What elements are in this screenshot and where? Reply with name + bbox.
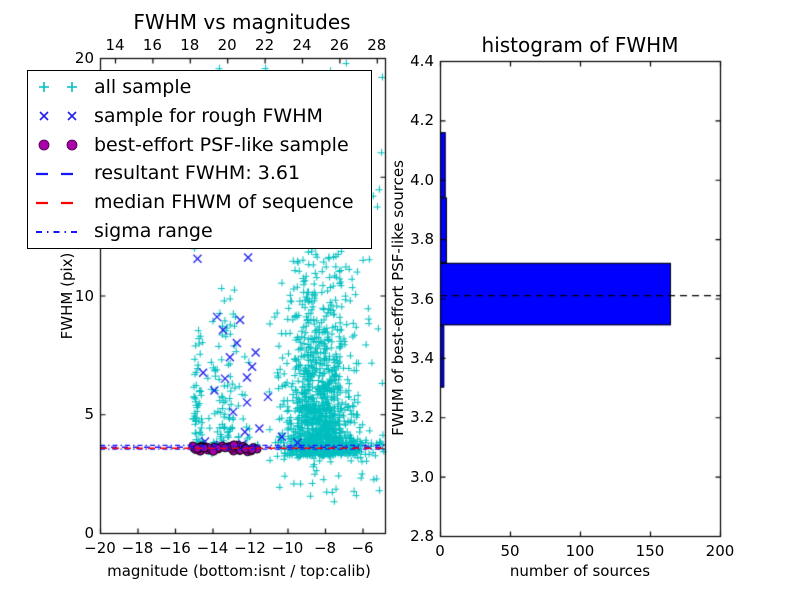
left-plot-top-xtick-label: 18: [180, 36, 200, 54]
legend-label: sample for rough FWHM: [94, 104, 323, 127]
legend-item-resultant-fwhm: resultant FWHM: 3.61: [34, 159, 367, 188]
right-plot-title: histogram of FWHM: [481, 33, 679, 57]
legend-item-all-sample: all sample: [34, 73, 367, 102]
circle-marker-icon: [38, 139, 78, 151]
legend-item-psf-like-sample: best-effort PSF-like sample: [34, 131, 367, 160]
left-plot-xtick-label: −16: [159, 539, 191, 557]
right-plot-ytick-label: 3.2: [410, 408, 434, 427]
left-plot-ytick-label: 10: [74, 286, 94, 305]
left-plot-ytick-label: 5: [84, 405, 94, 424]
right-plot-xlabel: number of sources: [509, 562, 651, 580]
left-plot-xtick-label: −14: [196, 539, 229, 557]
left-plot-top-xtick-label: 28: [367, 36, 387, 54]
left-plot-top-xtick-label: 14: [105, 36, 125, 54]
blue-dashed-line-icon: [36, 172, 80, 175]
red-dashed-line-icon: [36, 201, 80, 204]
left-plot-ytick-label: 20: [74, 49, 94, 67]
legend-item-sigma-range: sigma range: [34, 217, 367, 246]
left-plot-xtick-label: −10: [271, 539, 304, 557]
legend-item-median-fwhm: median FHWM of sequence: [34, 188, 367, 217]
sigma-dashdot-line-icon: [36, 230, 80, 233]
right-plot-ytick-label: 3.0: [410, 467, 434, 486]
right-plot-ytick-label: 4.2: [410, 111, 434, 130]
cross-marker-icon: [39, 111, 77, 121]
right-plot-ytick-label: 4.4: [410, 52, 434, 70]
left-plot-xtick-label: −8: [313, 539, 337, 557]
right-plot-xtick-label: 150: [635, 542, 665, 560]
right-plot-ytick-label: 4.0: [410, 170, 434, 189]
right-plot-ytick-label: 2.8: [410, 527, 434, 545]
left-plot-xtick-label: −20: [84, 539, 116, 557]
left-plot-top-xtick-label: 22: [255, 36, 275, 54]
left-plot-top-xtick-label: 16: [142, 36, 162, 54]
plus-marker-icon: [39, 82, 77, 93]
legend-label: resultant FWHM: 3.61: [94, 162, 301, 185]
left-plot-top-xtick-label: 24: [292, 36, 312, 54]
right-plot-xtick-label: 200: [705, 542, 735, 560]
right-plot-xtick-label: 50: [500, 542, 520, 560]
legend: all sample sample for rough FWHM best-ef…: [27, 70, 372, 249]
left-plot-xtick-label: −12: [234, 539, 266, 557]
left-plot-top-xtick-label: 20: [217, 36, 237, 54]
legend-item-rough-fwhm-sample: sample for rough FWHM: [34, 102, 367, 131]
left-plot-xlabel: magnitude (bottom:isnt / top:calib): [107, 562, 371, 580]
left-plot-top-xtick-label: 26: [329, 36, 349, 54]
left-plot-xtick-label: −6: [351, 539, 374, 557]
right-plot-xtick-label: 0: [435, 542, 445, 560]
legend-label: sigma range: [94, 220, 213, 243]
legend-label: median FHWM of sequence: [94, 191, 354, 214]
right-plot-ytick-label: 3.6: [410, 289, 434, 308]
legend-label: best-effort PSF-like sample: [94, 133, 349, 156]
legend-label: all sample: [94, 75, 192, 98]
right-plot-xtick-label: 100: [565, 542, 595, 560]
right-plot-ytick-label: 3.8: [410, 230, 434, 249]
left-plot-ylabel: FWHM (pix): [58, 252, 76, 340]
left-plot-xtick-label: −18: [121, 539, 154, 557]
right-plot-ylabel: FWHM of best-effort PSF-like sources: [389, 160, 407, 436]
left-plot-ytick-label: 0: [84, 524, 94, 542]
right-plot-ytick-label: 3.4: [410, 348, 434, 367]
left-plot-title: FWHM vs magnitudes: [133, 10, 351, 34]
